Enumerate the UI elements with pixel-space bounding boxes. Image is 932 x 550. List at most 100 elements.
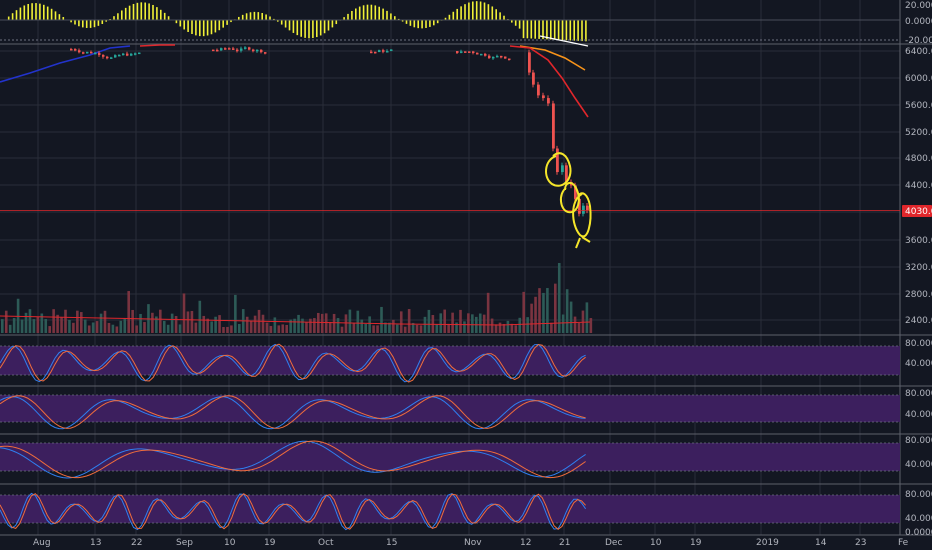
candle-body xyxy=(532,72,535,85)
macd-pane[interactable] xyxy=(0,1,900,47)
volume-bar xyxy=(99,313,103,333)
volume-bar xyxy=(411,322,415,333)
volume-bar xyxy=(336,318,340,333)
candle-body xyxy=(460,51,463,53)
stochastic-k-line xyxy=(0,343,586,383)
volume-bar xyxy=(83,319,87,333)
volume-bar xyxy=(561,314,565,333)
macd-histogram-bar xyxy=(347,13,349,20)
volume-bar xyxy=(24,312,28,333)
volume-bar xyxy=(439,313,443,333)
date-label: Dec xyxy=(605,538,622,548)
macd-histogram-bar xyxy=(280,20,283,25)
volume-bar xyxy=(332,313,336,333)
candle-body xyxy=(586,205,589,211)
volume-bar xyxy=(166,324,170,333)
price-tick: 2400.0 xyxy=(905,316,932,326)
volume-bar xyxy=(344,314,348,333)
volume-bar xyxy=(253,315,257,333)
volume-pane[interactable] xyxy=(0,263,593,333)
macd-histogram-bar xyxy=(273,18,275,20)
volume-bar xyxy=(328,321,332,333)
volume-bar xyxy=(320,313,324,333)
volume-bar xyxy=(155,316,158,333)
volume-bar xyxy=(518,317,522,333)
candle-body xyxy=(74,49,77,51)
volume-bar xyxy=(115,326,119,333)
volume-bar xyxy=(317,312,320,333)
macd-histogram-bar xyxy=(569,20,572,41)
volume-bar xyxy=(48,326,51,333)
macd-histogram-bar xyxy=(530,20,533,39)
volume-bar xyxy=(91,322,95,333)
volume-bar xyxy=(455,322,458,333)
volume-bar xyxy=(249,321,253,333)
macd-histogram-bar xyxy=(23,5,26,21)
candle-body xyxy=(78,50,81,53)
ma-orange-line xyxy=(519,45,586,71)
price-tick: 5200.0 xyxy=(905,128,932,138)
macd-histogram-bar xyxy=(495,9,497,20)
candle-body xyxy=(90,51,93,54)
volume-bar xyxy=(28,309,32,333)
price-tick: 6400.0 xyxy=(905,47,932,57)
volume-bar xyxy=(482,314,486,333)
macd-histogram-bar xyxy=(35,3,37,21)
candle-body xyxy=(472,51,475,53)
stochastic-panes[interactable] xyxy=(0,343,900,531)
macd-histogram-bar xyxy=(140,2,143,21)
candle-body xyxy=(382,50,385,52)
date-label: 10 xyxy=(224,538,236,548)
volume-bar xyxy=(478,313,482,333)
macd-histogram-bar xyxy=(323,20,326,34)
volume-bar xyxy=(210,321,213,333)
volume-bar xyxy=(585,302,589,333)
macd-histogram-bar xyxy=(319,20,322,36)
macd-histogram-bar xyxy=(39,3,41,20)
stochastic-d-line xyxy=(0,395,586,429)
macd-histogram-bar xyxy=(355,8,357,20)
stochastic-band xyxy=(0,495,900,523)
candle-body xyxy=(556,148,559,173)
date-label: 10 xyxy=(650,538,662,548)
volume-bar xyxy=(557,263,561,333)
macd-histogram-bar xyxy=(121,10,123,20)
candle-body xyxy=(118,54,121,57)
macd-histogram-bar xyxy=(300,20,302,37)
volume-bar xyxy=(305,322,308,333)
macd-histogram-bar xyxy=(511,20,513,23)
date-axis[interactable]: Aug 13 22 Sep 10 19 Oct 15 Nov 12 21 Dec… xyxy=(33,538,909,548)
macd-histogram-bar xyxy=(230,20,232,23)
candle-body xyxy=(212,49,215,52)
volume-bar xyxy=(443,309,446,333)
volume-bar xyxy=(135,325,138,333)
circle-annotation xyxy=(572,192,592,249)
macd-histogram-bar xyxy=(468,2,470,20)
macd-histogram-bar xyxy=(308,20,310,39)
macd-histogram-bar xyxy=(132,3,135,21)
volume-bar xyxy=(372,325,375,333)
candle-body xyxy=(565,165,568,183)
volume-bar xyxy=(72,322,75,333)
macd-histogram-bar xyxy=(277,20,279,22)
volume-bar xyxy=(202,315,206,333)
volume-bar xyxy=(506,320,510,333)
macd-histogram-bar xyxy=(343,17,345,20)
price-axis[interactable]: 20.0000 0.0000 -20.0000 6400.0 6000.0 56… xyxy=(902,1,932,538)
candle-body xyxy=(260,49,263,53)
macd-histogram-bar xyxy=(7,16,10,20)
macd-histogram-bar xyxy=(265,14,267,20)
volume-bar xyxy=(32,319,36,333)
macd-histogram-bar xyxy=(479,1,482,21)
candle-body xyxy=(216,49,219,52)
price-tick: 4400.0 xyxy=(905,181,932,191)
macd-histogram-bar xyxy=(179,20,182,27)
candle-body xyxy=(496,55,499,58)
volume-bar xyxy=(178,324,182,333)
volume-bar xyxy=(407,309,411,333)
macd-histogram-bar xyxy=(452,11,455,20)
volume-bar xyxy=(577,322,581,333)
candle-body xyxy=(102,54,105,57)
macd-histogram-bar xyxy=(335,20,338,25)
